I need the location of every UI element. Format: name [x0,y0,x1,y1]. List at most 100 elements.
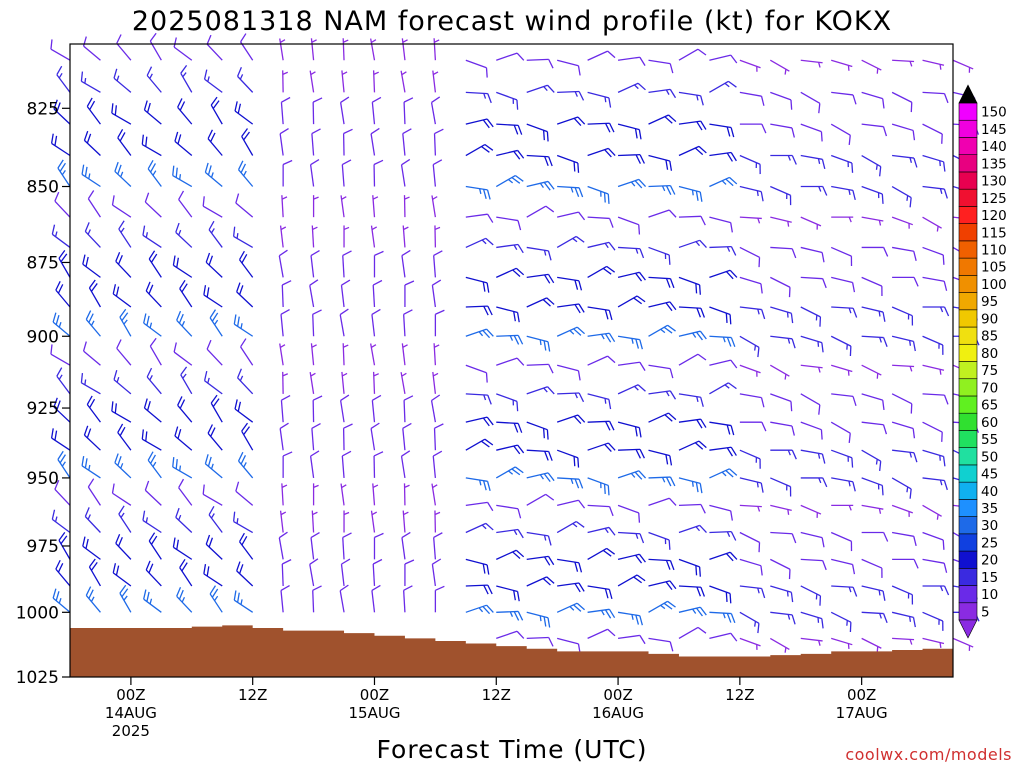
wind-barb [57,450,71,479]
wind-barb [496,610,524,621]
wind-barb [238,250,254,278]
wind-barb [403,97,414,125]
wind-barb [587,355,616,366]
wind-barb [339,584,349,613]
wind-barb [831,91,857,105]
wind-barb [557,499,586,509]
wind-barb [769,637,790,653]
wind-barb [372,371,379,394]
wind-barb [465,416,494,427]
wind-barb [556,449,580,468]
wind-barb [617,421,642,438]
wind-barb [240,338,254,366]
wind-barb [465,364,488,383]
x-tick-label: 15AUG [349,704,401,722]
wind-barb [309,158,320,187]
wind-barb [678,606,707,617]
wind-barb [371,584,381,613]
wind-barb [557,582,585,593]
wind-barb [800,585,822,606]
wind-barb [739,531,761,553]
colorbar-label: 145 [981,122,1007,138]
wind-barb [587,265,616,278]
wind-barb [83,130,101,156]
wind-barb [861,531,889,542]
wind-barb [400,158,411,187]
wind-barb [205,534,223,560]
wind-barb [465,59,488,78]
colorbar-swatch [958,430,978,448]
wind-barb [85,586,101,613]
colorbar-label: 65 [981,398,998,414]
wind-barb [205,252,223,278]
wind-barb [709,269,738,280]
wind-barb [370,422,380,451]
x-tick-label: 00Z [603,686,632,704]
wind-barb [648,364,674,379]
wind-barb [770,246,797,259]
wind-barb [465,604,494,615]
wind-barb [237,160,254,187]
wind-barb [891,585,914,605]
wind-barb [861,216,884,226]
wind-barb [373,250,384,278]
wind-barb [372,558,383,587]
wind-barb [709,54,738,64]
wind-barb [526,123,549,142]
wind-barb [431,558,442,587]
wind-barb [800,477,828,488]
wind-barb [739,504,762,512]
colorbar-swatch [958,464,978,483]
wind-barb [861,154,882,177]
wind-barb [371,96,382,125]
wind-barb [861,306,886,322]
colorbar-label: 50 [981,449,998,465]
wind-barb [648,531,671,550]
wind-barb [617,611,643,626]
wind-barb [617,470,647,480]
wind-barb [831,276,856,293]
y-tick-label: 875 [27,253,59,273]
colorbar-swatch [958,154,978,173]
x-tick-label: 12Z [482,686,511,704]
wind-barb [465,393,492,405]
colorbar-label: 20 [981,553,998,569]
wind-barb [617,123,642,140]
wind-barb [339,394,350,423]
plot-frame [69,43,954,678]
wind-barb [309,279,319,308]
wind-barb [309,70,316,93]
wind-barb [143,313,162,337]
wind-barb [146,66,162,93]
wind-barb [88,558,102,587]
wind-barb [56,367,71,395]
wind-barb [770,216,792,227]
wind-barb [465,276,490,293]
wind-barb [342,343,349,366]
wind-barb [678,276,701,295]
wind-barb [371,394,382,423]
wind-barb [172,457,193,479]
colorbar-swatch [958,326,978,345]
wind-barb [800,421,823,440]
wind-barb [678,48,707,61]
wind-barb [831,59,853,71]
wind-barb [310,343,317,366]
wind-barb [739,637,761,650]
wind-barb [278,249,288,278]
wind-barb [739,477,764,493]
wind-barb [617,553,646,564]
wind-barb [496,334,524,345]
wind-barb [617,295,646,308]
colorbar-label: 125 [981,191,1007,207]
colorbar-label: 70 [981,380,998,396]
wind-barb [143,589,162,613]
wind-barb [830,335,852,357]
wind-barb [922,246,945,265]
wind-barb [279,38,286,61]
wind-barb [556,414,586,425]
wind-barb [118,220,132,248]
wind-barb [431,279,442,308]
wind-barb [709,80,737,93]
wind-barb [141,134,162,157]
